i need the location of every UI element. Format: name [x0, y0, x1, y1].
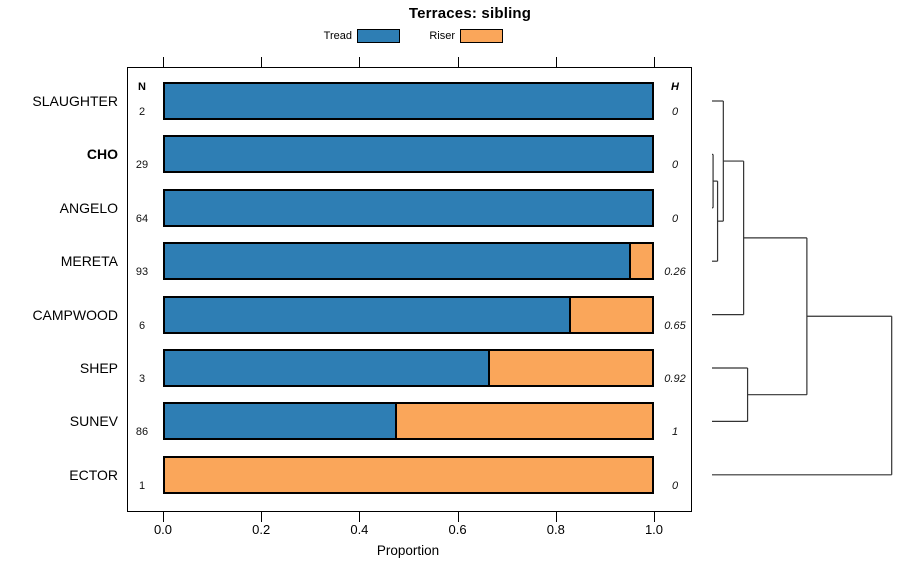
axis-tick-top	[261, 57, 263, 67]
stacked-bar	[163, 295, 654, 334]
axis-tick-label: 0.6	[448, 522, 467, 537]
axis-tick-label: 0.2	[252, 522, 271, 537]
stacked-bar	[163, 188, 654, 227]
chart-title: Terraces: sibling	[408, 5, 532, 22]
n-value: 2	[138, 106, 146, 118]
axis-tick-top	[555, 57, 557, 67]
axis-tick-bottom	[654, 512, 655, 522]
x-axis-label: Proportion	[376, 543, 440, 558]
h-value: 0.65	[664, 319, 686, 332]
legend-label-tread: Tread	[323, 30, 352, 42]
category-label: SLAUGHTER	[32, 93, 118, 109]
n-value: 93	[135, 266, 149, 279]
tread-segment	[165, 137, 652, 172]
n-column-header: N	[138, 81, 146, 93]
h-value: 1	[671, 426, 679, 439]
axis-tick-top	[654, 57, 655, 67]
axis-tick-bottom	[457, 512, 459, 522]
axis-tick-bottom	[555, 512, 557, 522]
axis-tick-label: 0.4	[350, 522, 369, 537]
legend-label-riser: Riser	[429, 30, 455, 42]
stacked-bar	[163, 402, 654, 441]
stacked-bar	[163, 242, 654, 281]
axis-tick-bottom	[163, 512, 164, 522]
dendrogram	[712, 100, 893, 476]
category-label: ECTOR	[69, 466, 118, 483]
axis-tick-label: 0.8	[546, 522, 565, 537]
axis-tick-top	[457, 57, 459, 67]
stacked-bar	[163, 82, 654, 120]
axis-tick-label: 1.0	[644, 522, 664, 537]
h-value: 0	[671, 479, 679, 492]
stacked-bar	[163, 349, 654, 387]
legend-swatch-riser	[460, 29, 503, 43]
axis-tick-top	[359, 57, 361, 67]
n-value: 3	[138, 373, 146, 385]
category-label: CHO	[86, 146, 118, 163]
h-value: 0	[671, 212, 679, 225]
category-label: CAMPWOOD	[32, 306, 118, 323]
h-value: 0	[671, 159, 679, 172]
n-value: 1	[138, 479, 146, 492]
category-label: SUNEV	[69, 413, 118, 430]
category-label: SHEP	[79, 360, 118, 376]
tread-segment	[165, 244, 632, 279]
axis-tick-top	[163, 57, 164, 67]
h-value: 0.26	[664, 266, 686, 279]
tread-segment	[165, 190, 652, 225]
n-value: 86	[135, 426, 149, 439]
h-value: 0	[671, 106, 679, 118]
n-value: 29	[135, 159, 149, 172]
n-value: 64	[135, 212, 149, 225]
tread-segment	[165, 351, 490, 385]
category-label: MERETA	[60, 253, 118, 270]
stacked-bar	[163, 455, 654, 494]
category-label: ANGELO	[59, 199, 118, 216]
tread-segment	[165, 404, 398, 439]
axis-tick-bottom	[359, 512, 361, 522]
axis-tick-bottom	[261, 512, 263, 522]
h-value: 0.92	[664, 373, 686, 385]
stacked-bar	[163, 135, 654, 174]
n-value: 6	[138, 319, 146, 332]
tread-segment	[165, 84, 652, 118]
axis-tick-label: 0.0	[153, 522, 173, 537]
plot-frame	[127, 67, 692, 512]
tread-segment	[165, 297, 571, 332]
h-column-header: H	[671, 81, 679, 93]
legend-swatch-tread	[357, 29, 400, 43]
